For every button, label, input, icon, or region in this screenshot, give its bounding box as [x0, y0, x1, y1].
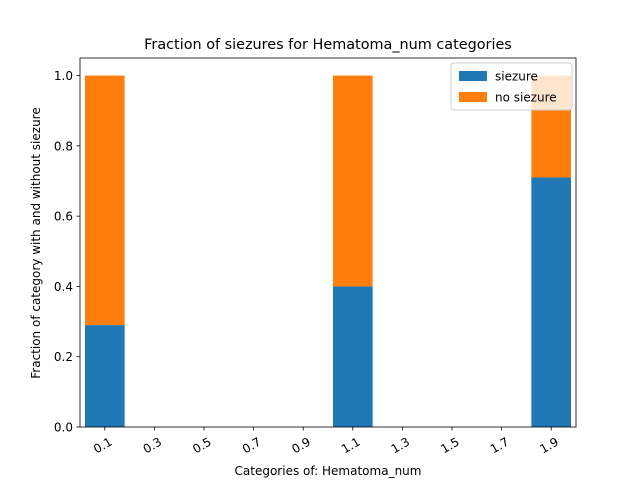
y-axis-label: Fraction of category with and without si…: [29, 107, 43, 378]
bar-no-siezure-1.1: [332, 75, 373, 287]
legend-swatch: [459, 92, 487, 102]
plot-frame: [79, 57, 577, 428]
bars-layer: [84, 75, 572, 427]
bar-siezure-1.1: [332, 286, 373, 427]
y-tick-label: 0.4: [54, 280, 73, 294]
y-tick-label: 0.0: [54, 421, 73, 435]
y-tick-label: 0.6: [54, 210, 73, 224]
y-tick-label: 1.0: [54, 69, 73, 83]
bar-no-siezure-0.1: [84, 75, 125, 326]
y-tick-label: 0.8: [54, 139, 73, 153]
chart-title: Fraction of siezures for Hematoma_num ca…: [144, 37, 512, 53]
legend-label: siezure: [495, 70, 538, 84]
legend-swatch: [459, 71, 487, 81]
bar-siezure-0.1: [84, 325, 125, 427]
legend: siezure no siezure: [450, 62, 573, 111]
y-tick-label: 0.2: [54, 350, 73, 364]
legend-label: no siezure: [495, 91, 557, 105]
bar-siezure-1.9: [531, 177, 572, 427]
x-axis-label: Categories of: Hematoma_num: [235, 464, 422, 478]
